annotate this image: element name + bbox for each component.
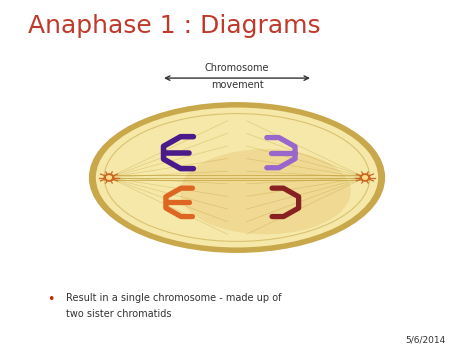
Circle shape [360,174,370,181]
Text: 5/6/2014: 5/6/2014 [405,335,446,344]
Text: Anaphase 1 : Diagrams: Anaphase 1 : Diagrams [28,14,321,38]
Circle shape [363,176,367,179]
Circle shape [107,176,111,179]
Circle shape [104,174,114,181]
Ellipse shape [89,102,385,253]
Text: Result in a single chromosome - made up of: Result in a single chromosome - made up … [66,293,282,303]
Text: movement: movement [210,80,264,90]
Text: two sister chromatids: two sister chromatids [66,309,172,319]
Ellipse shape [180,149,351,234]
Text: Chromosome: Chromosome [205,63,269,73]
Text: •: • [47,293,55,306]
Ellipse shape [95,106,379,248]
